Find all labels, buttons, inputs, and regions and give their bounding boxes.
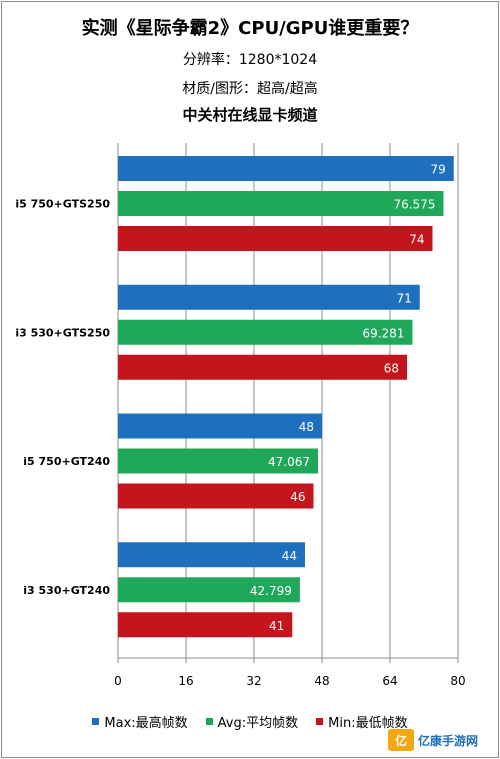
bar-0-2: [118, 226, 433, 251]
data-label-1-2: 68: [384, 361, 399, 375]
bar-0-0: [118, 156, 454, 181]
legend-swatch-max: [92, 718, 100, 725]
chart-legend: Max:最高帧数 Avg:平均帧数 Min:最低帧数: [0, 712, 500, 731]
data-label-1-1: 69.281: [362, 326, 404, 340]
data-label-0-2: 74: [409, 233, 424, 247]
category-label-1: i3 530+GTS250: [15, 326, 110, 339]
chart-title: 实测《星际争霸2》CPU/GPU谁更重要？: [81, 18, 419, 39]
data-label-2-1: 47.067: [268, 455, 310, 469]
x-tick-label-0: 0: [114, 674, 122, 688]
data-label-1-0: 71: [396, 291, 411, 305]
legend-label-min: Min:最低帧数: [328, 716, 408, 731]
bar-3-2: [118, 612, 293, 638]
legend-label-avg: Avg:平均帧数: [217, 716, 299, 731]
chart-subtitle-resolution: 分辨率：1280*1024: [182, 52, 318, 68]
legend-item-avg: Avg:平均帧数: [205, 712, 299, 731]
x-tick-label-3: 48: [314, 674, 329, 688]
x-tick-label-2: 32: [246, 674, 261, 688]
category-label-0: i5 750+GTS250: [15, 198, 110, 211]
bar-1-1: [118, 319, 413, 345]
legend-swatch-avg: [205, 718, 213, 725]
bar-3-0: [118, 542, 305, 568]
legend-label-max: Max:最高帧数: [104, 716, 188, 731]
bar-3-1: [118, 577, 300, 603]
bar-1-2: [118, 354, 407, 380]
category-label-2: i5 750+GT240: [23, 455, 110, 468]
data-label-0-0: 79: [430, 163, 445, 177]
x-tick-label-4: 64: [382, 674, 397, 688]
bar-2-0: [118, 413, 322, 439]
bar-1-0: [118, 284, 420, 310]
bar-2-2: [118, 483, 314, 509]
watermark-logo: 亿: [388, 729, 414, 751]
data-label-3-2: 41: [269, 619, 284, 633]
bar-0-1: [118, 191, 444, 216]
data-label-2-2: 46: [290, 490, 305, 504]
watermark-text: 亿康手游网: [418, 733, 479, 748]
legend-item-min: Min:最低帧数: [316, 712, 408, 731]
bar-2-1: [118, 448, 319, 474]
x-tick-label-5: 80: [450, 674, 465, 688]
category-label-3: i3 530+GT240: [23, 584, 110, 597]
data-label-3-1: 42.799: [250, 584, 292, 598]
data-label-0-1: 76.575: [393, 198, 435, 212]
data-label-3-0: 44: [282, 549, 297, 563]
chart-source: 中关村在线显卡频道: [182, 106, 318, 124]
chart-subtitle-quality: 材质/图形：超高/超高: [182, 81, 318, 97]
legend-item-max: Max:最高帧数: [92, 712, 188, 731]
legend-swatch-min: [316, 718, 324, 725]
data-label-2-0: 48: [299, 420, 314, 434]
site-watermark: 亿 亿康手游网: [388, 726, 488, 754]
x-tick-label-1: 16: [178, 674, 193, 688]
